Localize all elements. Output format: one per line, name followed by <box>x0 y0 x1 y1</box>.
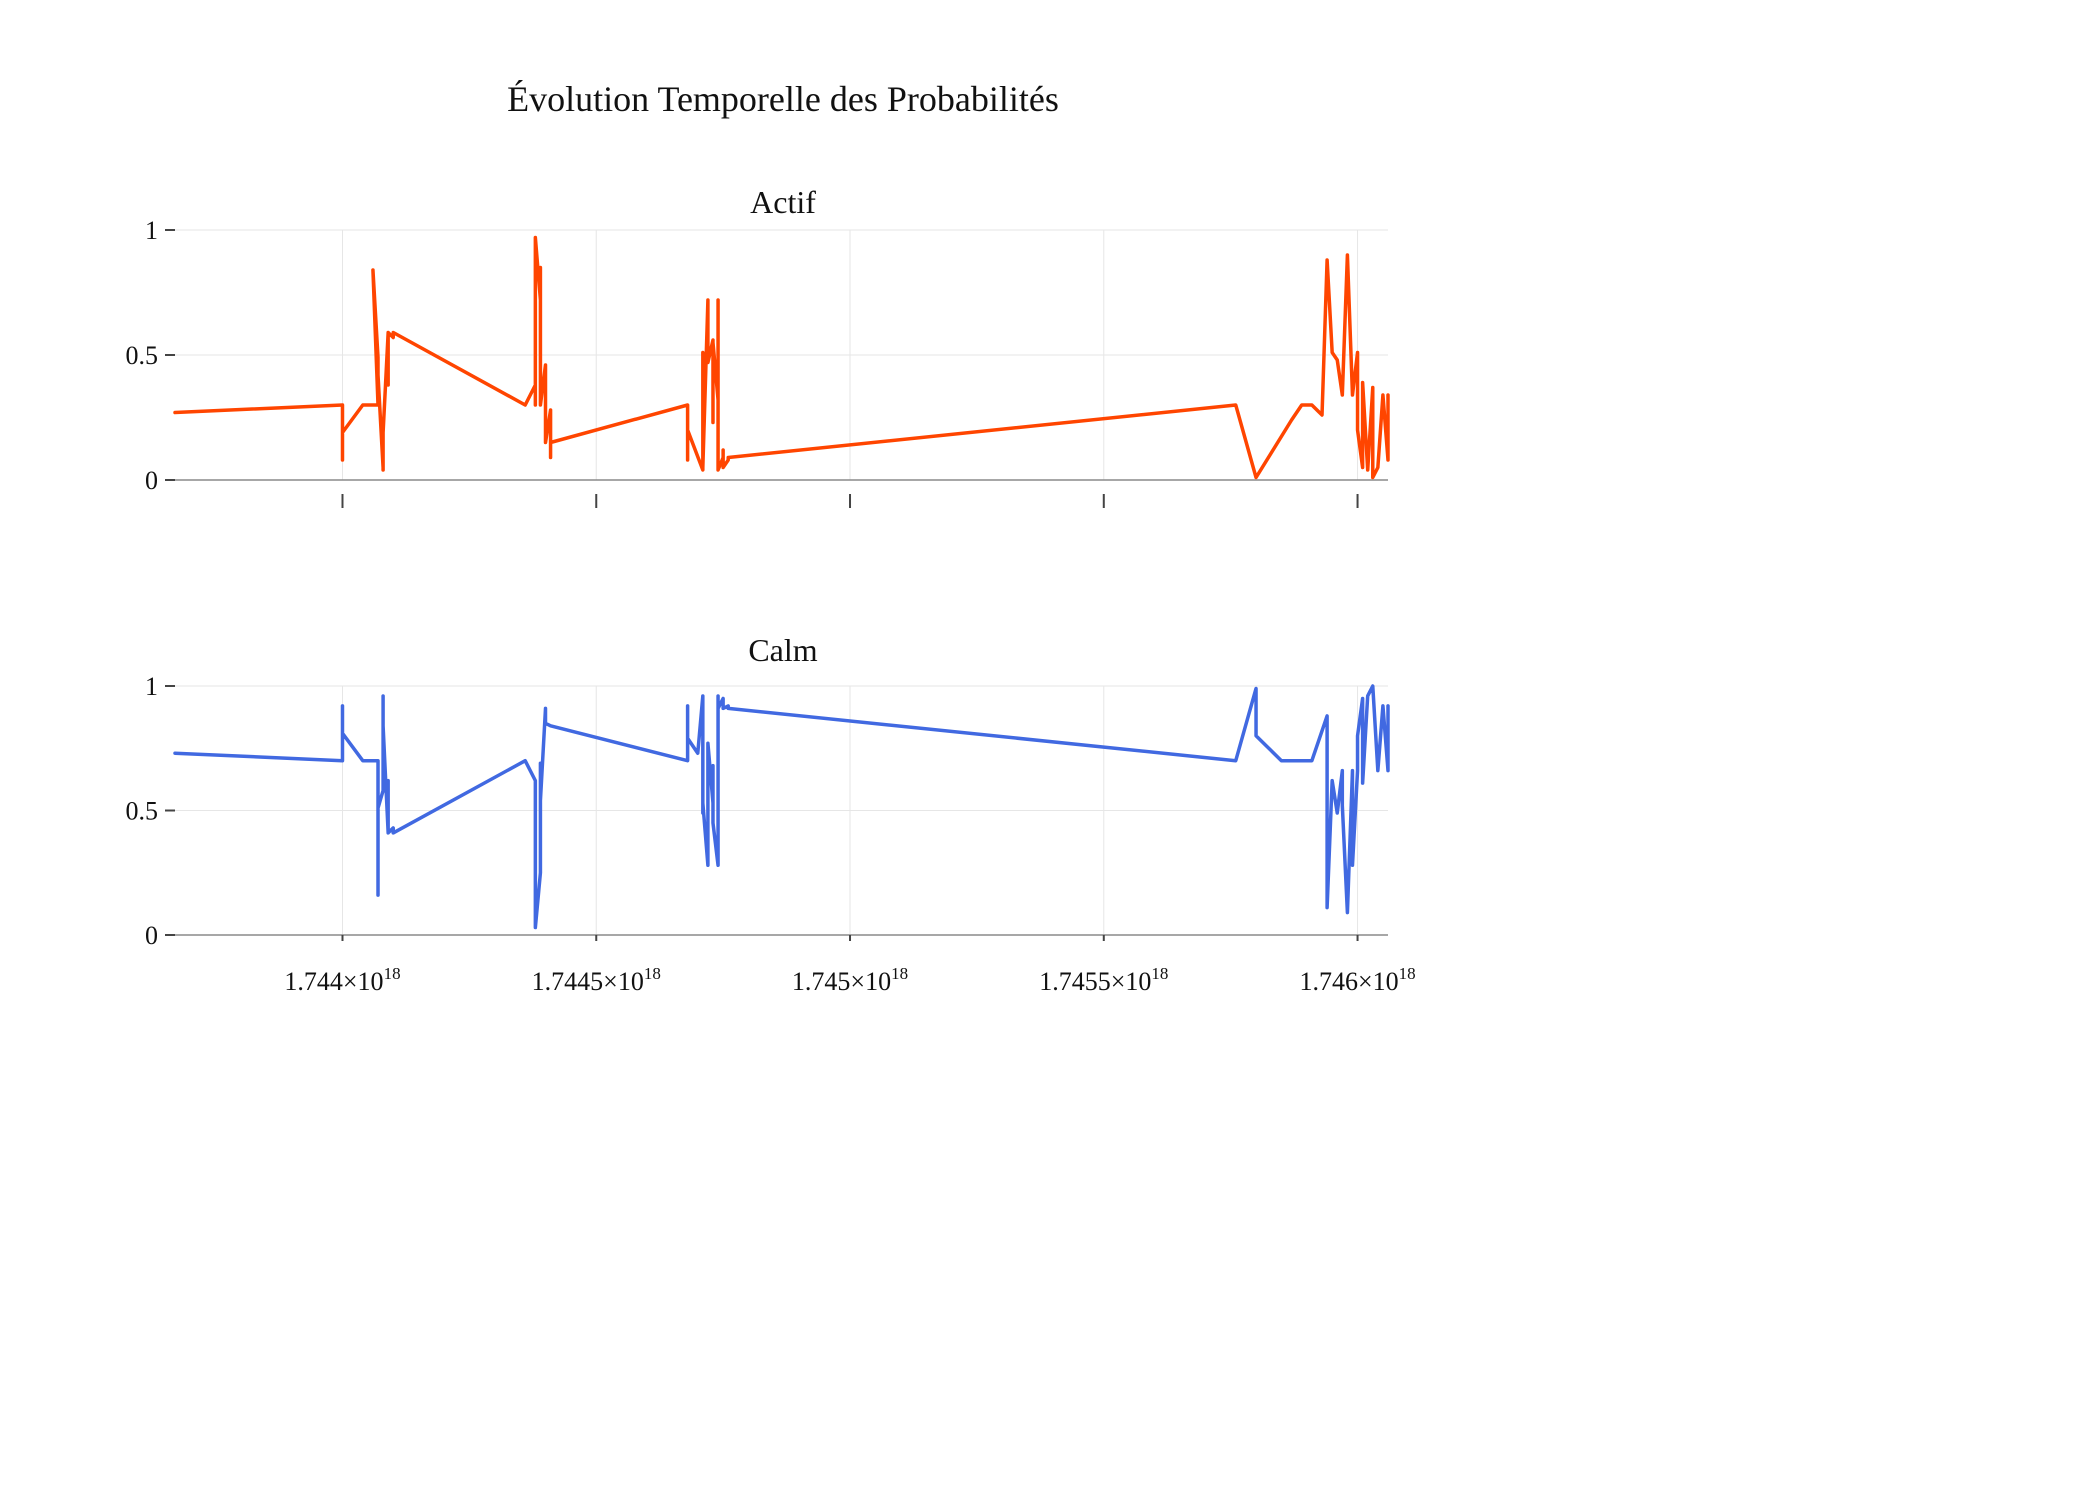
panel-title: Actif <box>750 184 816 220</box>
x-tick-label: 1.746×1018 <box>1299 964 1415 996</box>
x-tick-label: 1.744×1018 <box>284 964 400 996</box>
panels: Actif 0 0.5 1 Calm 0 0.5 1 1.744×1018 1.7445×1018… <box>126 184 1416 996</box>
panel-calm: Calm 0 0.5 1 1.744×1018 1.7445×1018 1.745×1018… <box>126 632 1416 996</box>
chart-title: Évolution Temporelle des Probabilités <box>507 79 1059 119</box>
series-line-actif <box>173 235 1390 480</box>
series-line-calm <box>173 684 1390 930</box>
x-tick-label: 1.7445×1018 <box>532 964 661 996</box>
probability-chart: Évolution Temporelle des Probabilités Ac… <box>126 79 1416 996</box>
x-tick-label: 1.745×1018 <box>792 964 908 996</box>
panel-actif: Actif 0 0.5 1 <box>126 184 1390 508</box>
chart-root: Évolution Temporelle des Probabilités Ac… <box>126 79 1416 996</box>
y-tick-label: 0 <box>145 466 158 495</box>
panel-title: Calm <box>748 632 817 668</box>
y-tick-label: 1 <box>145 672 158 701</box>
y-tick-label: 1 <box>145 216 158 245</box>
y-tick-label: 0.5 <box>126 341 159 370</box>
x-tick-label: 1.7455×1018 <box>1039 964 1168 996</box>
y-tick-label: 0.5 <box>126 797 159 826</box>
y-tick-label: 0 <box>145 921 158 950</box>
